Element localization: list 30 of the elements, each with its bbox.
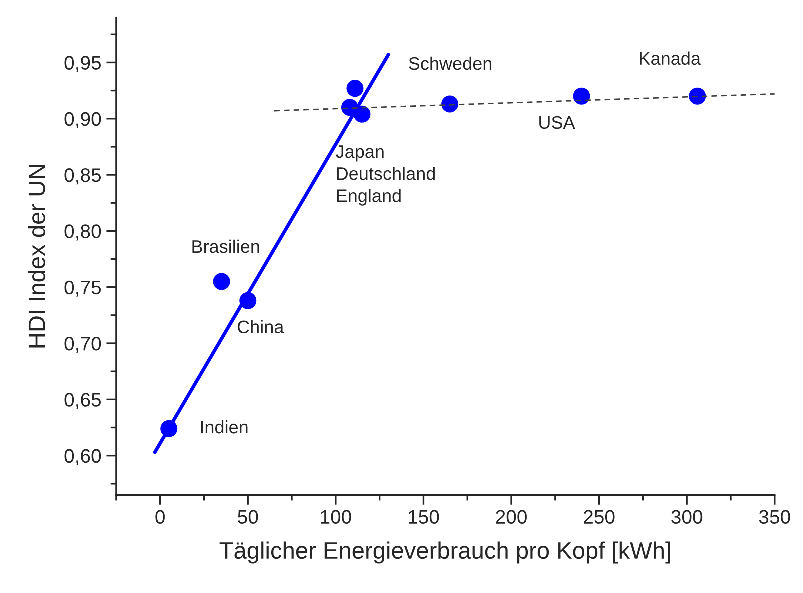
y-tick-label: 0,85	[64, 168, 102, 185]
point	[573, 88, 590, 105]
x-tick-label: 150	[408, 510, 440, 524]
x-tick-label: 350	[759, 510, 790, 524]
annotation: China	[238, 320, 284, 334]
x-tick-label: 50	[238, 510, 258, 524]
x-tick-label: 0	[156, 510, 165, 524]
y-tick-label: 0,95	[64, 56, 102, 72]
y-tick-label: 0,80	[64, 224, 102, 241]
x-axis-title: Täglicher Energieverbrauch pro Kopf [kWh]	[220, 542, 670, 564]
x-tick-label: 100	[321, 510, 352, 524]
annotation: Brasilien	[192, 240, 260, 254]
annotation: Indien	[201, 420, 248, 434]
point	[689, 88, 706, 105]
annotation: Japan Deutschland England	[336, 146, 435, 206]
y-tick-label: 0,65	[64, 393, 102, 410]
point	[442, 96, 459, 113]
x-tick-label: 200	[496, 510, 527, 524]
point	[213, 273, 230, 290]
y-tick-label: 0,90	[64, 112, 102, 128]
y-tick-label: 0,70	[64, 336, 102, 354]
annotation: USA	[540, 116, 576, 130]
annotation: Schweden	[409, 56, 492, 70]
point	[346, 80, 364, 98]
x-tick-label: 250	[584, 510, 615, 524]
y-tick-label: 0,60	[64, 449, 102, 466]
annotation: Kanada	[640, 52, 701, 66]
x-tick-label: 300	[672, 510, 703, 524]
y-axis-title: HDI Index der UN	[28, 165, 46, 348]
y-tick-label: 0,75	[64, 280, 102, 297]
